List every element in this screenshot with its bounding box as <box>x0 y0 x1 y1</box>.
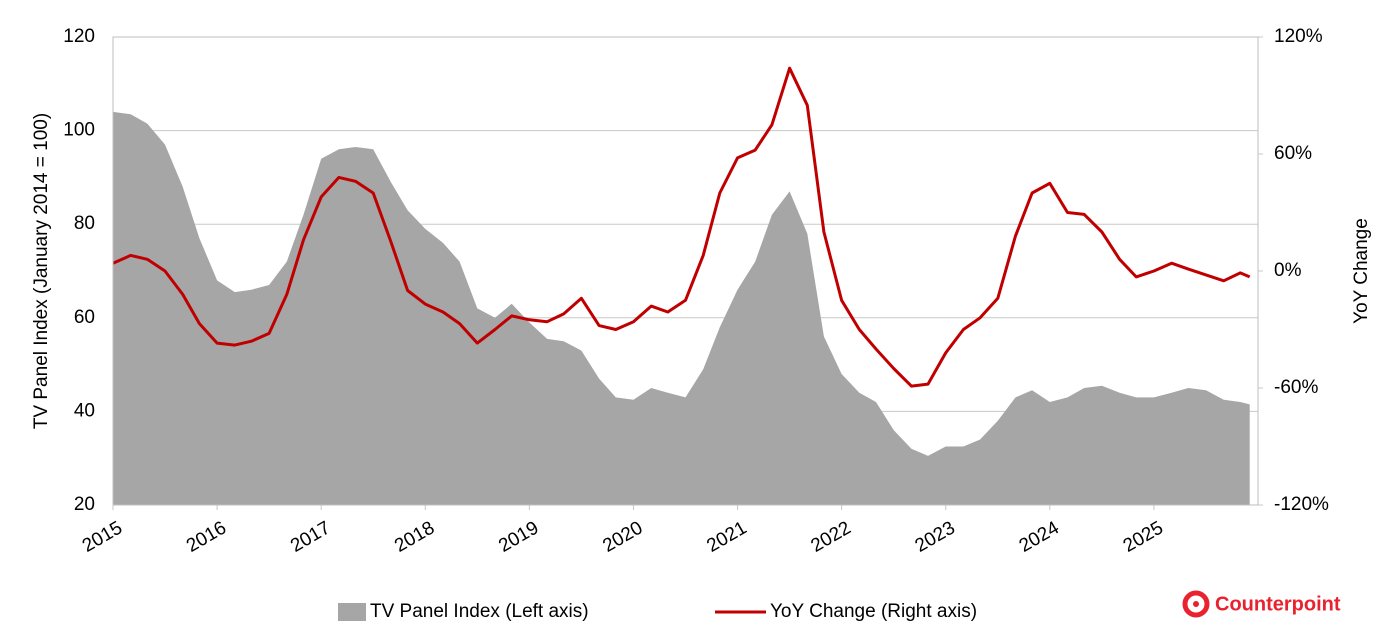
plot-border <box>112 36 1259 506</box>
x-tick-label: 2020 <box>599 517 646 556</box>
y-axis-title: TV Panel Index (January 2014 = 100) <box>31 113 52 429</box>
y2-tick-label: -60% <box>1274 377 1318 398</box>
x-tick-label: 2022 <box>808 517 855 556</box>
legend-label: TV Panel Index (Left axis) <box>370 601 589 622</box>
y2-tick-label: 120% <box>1274 26 1323 47</box>
x-tick-label: 2019 <box>495 517 542 556</box>
y-tick-label: 120 <box>63 26 95 47</box>
y-tick-label: 100 <box>63 120 95 141</box>
y2-axis-title: YoY Change <box>1351 218 1372 324</box>
line <box>112 66 1251 388</box>
y2-tick-label: 0% <box>1274 260 1302 281</box>
y-tick-label: 80 <box>74 213 95 234</box>
area <box>113 111 1250 506</box>
logo-text: Counterpoint <box>1215 593 1341 615</box>
x-tick-label: 2023 <box>912 517 959 556</box>
x-tick-label: 2024 <box>1016 517 1063 557</box>
y-tick-label: 40 <box>74 400 95 421</box>
x-tick-label: 2021 <box>703 517 750 556</box>
y-tick-label: 60 <box>74 307 95 328</box>
x-tick-label: 2017 <box>287 517 334 556</box>
logo-dot <box>1193 601 1199 607</box>
x-tick-label: 2016 <box>183 517 230 556</box>
x-tick-label: 2015 <box>79 517 126 556</box>
logo-icon <box>1182 590 1210 618</box>
x-tick-label: 2025 <box>1120 517 1167 556</box>
legend-label: YoY Change (Right axis) <box>770 601 977 622</box>
x-tick-label: 2018 <box>391 517 438 556</box>
y2-tick-label: -120% <box>1274 494 1329 515</box>
y2-tick-label: 60% <box>1274 143 1312 164</box>
y-tick-label: 20 <box>74 494 95 515</box>
legend: TV Panel Index (Left axis) YoY Change (Ri… <box>338 601 977 622</box>
legend-key <box>338 603 366 621</box>
logo: Counterpoint <box>1182 590 1341 618</box>
